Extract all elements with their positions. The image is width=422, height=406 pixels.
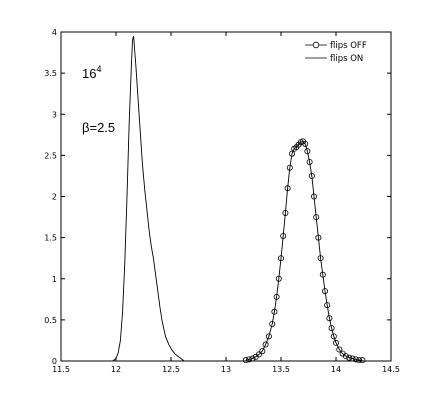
data-point-flips-off [306, 158, 313, 165]
data-point-flips-off [336, 346, 343, 353]
y-tick-label: 1.5 [44, 234, 57, 243]
y-tick-label: 0 [52, 357, 57, 366]
y-tick-label: 4 [52, 28, 57, 37]
data-point-flips-off [319, 271, 326, 278]
x-tick-label: 11.5 [52, 365, 70, 374]
data-point-flips-off [349, 355, 356, 362]
data-point-flips-off [321, 288, 328, 295]
y-tick-label: 3 [52, 110, 57, 119]
data-point-flips-off [262, 341, 269, 348]
data-point-flips-off [284, 185, 291, 192]
data-point-flips-off [317, 255, 324, 262]
data-point-flips-off [313, 214, 320, 221]
plot-frame [60, 31, 392, 362]
data-point-flips-off [352, 356, 359, 363]
data-point-flips-off [310, 193, 317, 200]
data-point-flips-off [328, 325, 335, 332]
data-point-flips-off [342, 353, 349, 360]
x-tick-label: 13 [221, 365, 231, 374]
y-tick-label: 2 [52, 193, 57, 202]
data-point-flips-off [346, 354, 353, 361]
data-point-flips-off [315, 234, 322, 241]
series-line-flips-on [112, 35, 185, 362]
legend: flips OFF flips ON [301, 37, 389, 67]
data-point-flips-off [255, 351, 262, 358]
data-point-flips-off [359, 357, 366, 364]
data-point-flips-off [277, 255, 284, 262]
x-tick-label: 12 [111, 365, 121, 374]
data-point-flips-off [302, 140, 309, 147]
y-tick-label: 1 [52, 275, 57, 284]
data-point-flips-off [259, 348, 266, 355]
y-tick-label: 0.5 [44, 316, 57, 325]
data-point-flips-off [271, 308, 278, 315]
data-point-flips-off [286, 164, 293, 171]
x-tick-label: 14.5 [382, 365, 400, 374]
data-point-flips-off [282, 209, 289, 216]
series-line-flips-off [245, 140, 363, 361]
data-point-flips-off [249, 355, 256, 362]
data-point-flips-off [332, 339, 339, 346]
data-point-flips-off [280, 232, 287, 239]
lattice-base: 16 [82, 66, 96, 81]
data-point-flips-off [246, 356, 253, 363]
data-point-flips-off [308, 172, 315, 179]
y-tick-label: 3.5 [44, 69, 57, 78]
data-point-flips-off [242, 357, 249, 364]
legend-label-flips-off: flips OFF [330, 41, 367, 51]
beta-annotation: β=2.5 [82, 120, 115, 135]
x-tick-label: 14 [331, 365, 341, 374]
data-point-flips-off [304, 148, 311, 155]
lattice-exponent: 4 [96, 64, 101, 74]
lattice-size-annotation: 164 [82, 64, 101, 81]
data-point-flips-off [273, 293, 280, 300]
x-axis-ticks: 11.5 12 12.5 13 13.5 14 14.5 [52, 32, 400, 374]
data-point-flips-off [288, 150, 295, 157]
legend-label-flips-on: flips ON [330, 54, 363, 64]
data-point-flips-off [275, 275, 282, 282]
data-point-flips-off [265, 333, 272, 340]
data-point-flips-off [330, 333, 337, 340]
legend-marker-flips-off [312, 41, 320, 49]
x-tick-label: 12.5 [162, 365, 180, 374]
data-point-flips-off [269, 320, 276, 327]
data-point-flips-off [326, 315, 333, 322]
y-axis-ticks: 0 0.5 1 1.5 2 2.5 3 3.5 4 [44, 28, 391, 366]
x-tick-label: 13.5 [272, 365, 290, 374]
y-tick-label: 2.5 [44, 151, 57, 160]
data-point-flips-off [356, 357, 363, 364]
data-point-flips-off [324, 302, 331, 309]
series-layer [112, 35, 366, 364]
